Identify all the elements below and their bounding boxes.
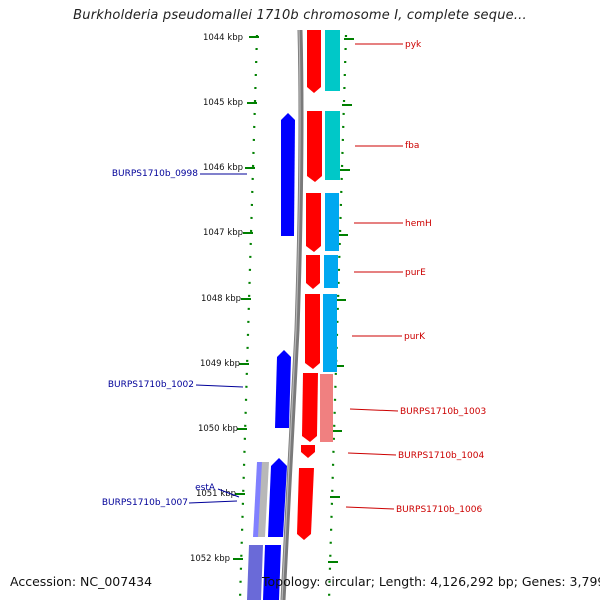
tick-label: 1046 kbp [203,163,243,173]
feature-block-cyan [325,30,340,91]
gene-label-fba[interactable]: fba [405,141,419,151]
leader-line [188,500,238,504]
feature-block-blue [325,193,339,251]
tick-label: 1045 kbp [203,98,243,108]
gene-purk[interactable] [305,294,320,369]
forward-label-leaders [345,43,403,510]
accession-text: Accession: NC_007434 [10,574,153,589]
gene-label-burps1710b-0998[interactable]: BURPS1710b_0998 [112,169,198,179]
gene-burps1710b-1004[interactable] [301,445,315,458]
topology-text: Topology: circular; Length: 4,126,292 bp… [262,574,600,589]
leader-line [347,452,397,456]
gene-lower-purple[interactable] [247,545,263,600]
leader-line [217,488,240,498]
feature-block-pink [320,374,333,442]
gene-pyk[interactable] [307,30,321,93]
tick-label: 1049 kbp [200,359,240,369]
feature-block-blue [323,294,337,372]
gene-label-burps1710b-1007[interactable]: BURPS1710b_1007 [102,498,188,508]
gene-burps1710b-1006[interactable] [297,468,314,540]
gene-label-burps1710b-1004[interactable]: BURPS1710b_1004 [398,451,484,461]
tick-label: 1047 kbp [203,228,243,238]
gene-hemh[interactable] [306,193,321,252]
gene-esta[interactable] [258,462,269,537]
gene-lower-blue[interactable] [263,545,281,600]
gene-pure[interactable] [306,255,320,289]
tick-label: 1044 kbp [203,33,243,43]
gene-burps1710b-1002[interactable] [275,350,291,428]
tick-label: 1052 kbp [190,554,230,564]
gene-label-pyk[interactable]: pyk [405,40,422,50]
gene-label-pure[interactable]: purE [405,268,426,278]
tick-marks [233,36,354,563]
tick-label: 1051 kbp [196,489,236,499]
tick-label: 1048 kbp [201,294,241,304]
leader-line [349,408,399,412]
gene-label-esta[interactable]: estA [195,483,216,493]
gene-label-burps1710b-1002[interactable]: BURPS1710b_1002 [108,380,194,390]
gene-label-purk[interactable]: purK [404,332,426,342]
chromosome-backbone-highlight [281,29,301,600]
gene-label-burps1710b-1006[interactable]: BURPS1710b_1006 [396,505,482,515]
gene-label-burps1710b-1003[interactable]: BURPS1710b_1003 [400,407,486,417]
map-title: Burkholderia pseudomallei 1710b chromoso… [73,8,527,23]
gene-label-hemh[interactable]: hemH [405,219,432,229]
leader-line [195,384,244,388]
gene-burps1710b-1007[interactable] [268,458,287,537]
gene-burps1710b-0998[interactable] [281,113,295,236]
gene-burps1710b-1003[interactable] [302,373,318,442]
feature-block-blue [324,255,338,288]
tick-label: 1050 kbp [198,424,238,434]
chromosome-backbone [280,29,304,600]
leader-line [345,506,395,510]
feature-block-cyan [325,111,340,180]
reverse-label-leaders [188,173,247,504]
gene-fba[interactable] [307,111,322,182]
